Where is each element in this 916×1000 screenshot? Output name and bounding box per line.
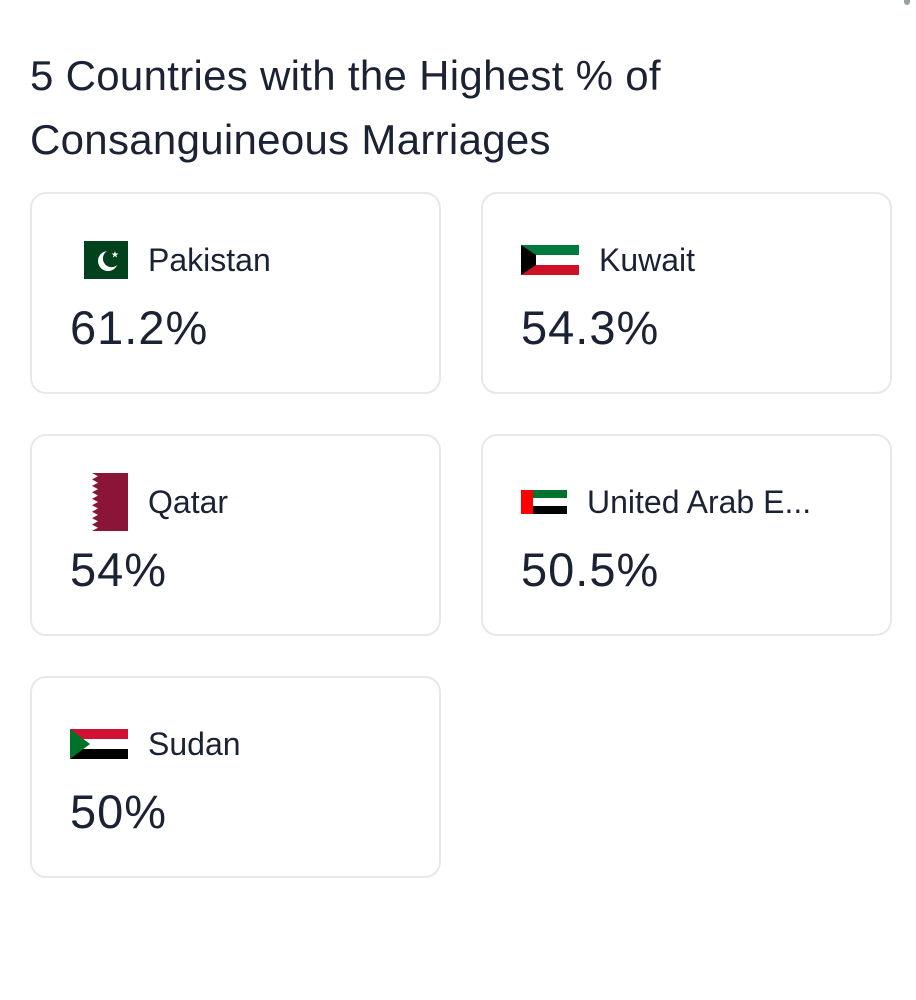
card-header: Pakistan xyxy=(84,230,419,290)
pakistan-flag-icon xyxy=(84,241,128,279)
qatar-flag-icon xyxy=(84,473,128,531)
country-name: Kuwait xyxy=(599,242,696,278)
percentage-value: 54.3% xyxy=(521,301,660,354)
sudan-flag-icon xyxy=(70,729,128,759)
uae-flag-icon xyxy=(521,490,567,514)
card-header: Qatar xyxy=(84,472,419,532)
country-card-kuwait[interactable]: Kuwait 54.3% xyxy=(481,192,892,394)
page-title: 5 Countries with the Highest % of Consan… xyxy=(30,52,661,163)
corner-indicator xyxy=(904,0,910,5)
country-name: Qatar xyxy=(148,484,229,520)
percentage-value: 50% xyxy=(70,785,168,838)
country-card-sudan[interactable]: Sudan 50% xyxy=(30,676,441,878)
country-name: United Arab E... xyxy=(587,484,812,520)
card-header: United Arab E... xyxy=(521,472,870,532)
country-name: Sudan xyxy=(148,726,241,762)
card-header: Sudan xyxy=(70,714,419,774)
country-card-pakistan[interactable]: Pakistan 61.2% xyxy=(30,192,441,394)
card-header: Kuwait xyxy=(521,230,870,290)
percentage-value: 54% xyxy=(70,543,168,596)
country-card-qatar[interactable]: Qatar 54% xyxy=(30,434,441,636)
country-card-uae[interactable]: United Arab E... 50.5% xyxy=(481,434,892,636)
kuwait-flag-icon xyxy=(521,245,579,275)
country-card-grid: Pakistan 61.2% Kuwait 54.3% Qatar 54% xyxy=(30,192,892,878)
percentage-value: 50.5% xyxy=(521,543,660,596)
percentage-value: 61.2% xyxy=(70,301,209,354)
country-name: Pakistan xyxy=(148,242,271,278)
